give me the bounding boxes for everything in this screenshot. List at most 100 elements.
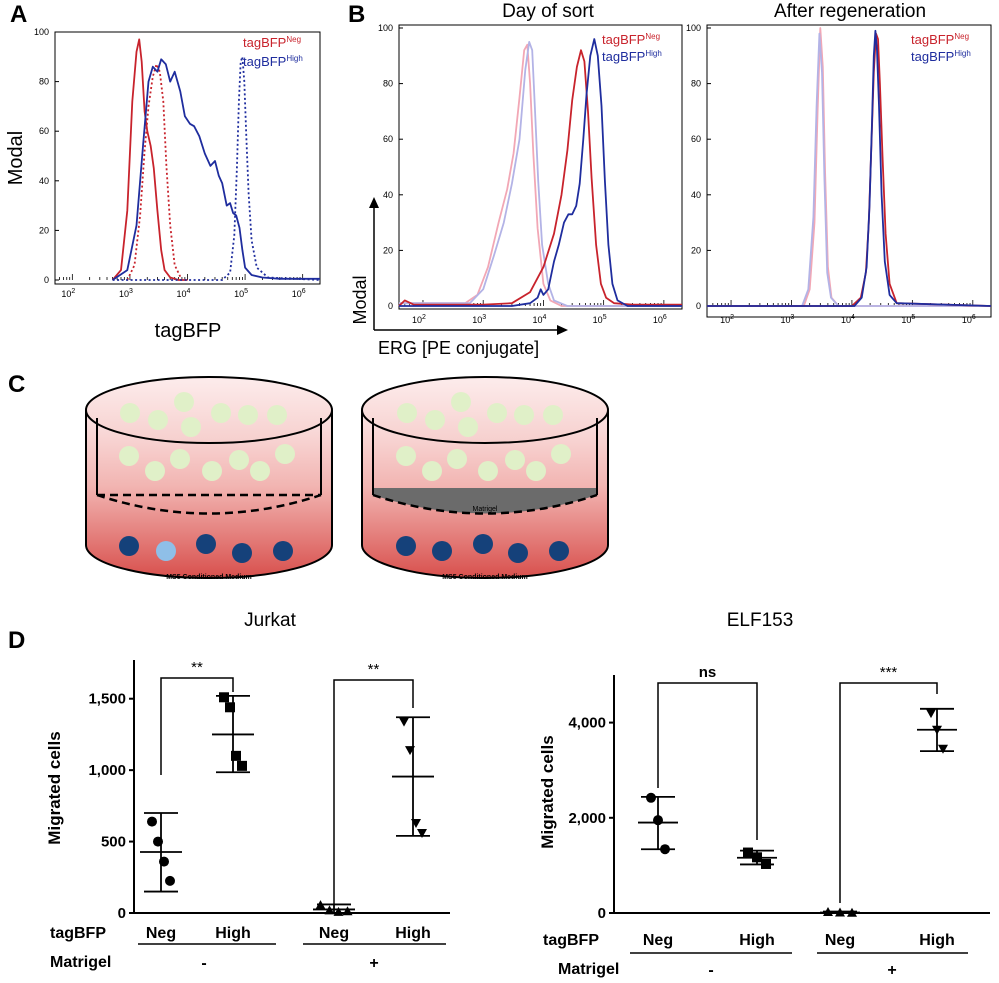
x-tick-exp: 4 bbox=[851, 314, 855, 321]
x-tick-exp: 2 bbox=[71, 288, 75, 295]
y-axis-label: Migrated cells bbox=[45, 731, 64, 844]
x-tick-label: 102 bbox=[412, 314, 426, 325]
legend-high-text: tagBFP bbox=[602, 49, 645, 64]
x-tick-exp: 2 bbox=[422, 314, 426, 321]
panel-label-b: B bbox=[348, 1, 365, 28]
significance-label: *** bbox=[880, 664, 898, 681]
plot-frame bbox=[398, 24, 683, 310]
transwell-diagram-right: Matrigel MS5 Conditioned Medium bbox=[361, 376, 609, 581]
data-point bbox=[752, 852, 762, 863]
upper-cell bbox=[397, 403, 417, 423]
well-outline bbox=[85, 410, 333, 579]
x-tick-exp: 2 bbox=[730, 314, 734, 321]
data-point bbox=[237, 760, 247, 771]
x-tick-label: 104 bbox=[532, 314, 546, 325]
series-line bbox=[399, 41, 682, 307]
legend-neg-sup: Neg bbox=[286, 35, 301, 44]
upper-cell bbox=[119, 446, 139, 466]
legend-high-sup: High bbox=[645, 49, 661, 58]
series-line bbox=[707, 32, 991, 307]
series-line bbox=[112, 58, 320, 281]
series-line bbox=[707, 29, 992, 307]
plot-frame bbox=[54, 31, 321, 285]
x-tick-exp: 6 bbox=[972, 314, 976, 321]
x-tick-base: 10 bbox=[901, 315, 911, 325]
data-point bbox=[823, 907, 833, 917]
data-point bbox=[743, 847, 753, 858]
x-tick-exp: 4 bbox=[187, 288, 191, 295]
category-label: High bbox=[215, 925, 251, 942]
legend-neg-text: tagBFP bbox=[911, 32, 954, 47]
x-tick-exp: 3 bbox=[791, 314, 795, 321]
migrated-cell bbox=[156, 541, 176, 561]
data-point bbox=[417, 829, 427, 838]
upper-cell bbox=[145, 461, 165, 481]
x-tick-exp: 3 bbox=[129, 288, 133, 295]
x-tick-base: 10 bbox=[234, 289, 244, 299]
y-axis-label: Modal bbox=[350, 275, 370, 324]
x-tick-label: 105 bbox=[234, 288, 248, 299]
migrated-cell bbox=[119, 536, 139, 556]
significance-label: ** bbox=[368, 661, 380, 678]
series-line bbox=[399, 38, 682, 307]
modal-arrow-head bbox=[369, 197, 379, 208]
x-tick-base: 10 bbox=[653, 315, 663, 325]
upper-cell bbox=[543, 405, 563, 425]
category-label: Neg bbox=[643, 932, 673, 949]
x-tick-label: 106 bbox=[292, 288, 306, 299]
chart-title: ELF153 bbox=[727, 610, 794, 631]
series-line bbox=[398, 49, 682, 307]
data-point bbox=[159, 856, 169, 867]
y-tick-label: 4,000 bbox=[568, 715, 606, 732]
migrated-cell bbox=[396, 536, 416, 556]
data-point bbox=[225, 702, 235, 713]
matrigel-label: Matrigel bbox=[473, 506, 498, 513]
y-tick-label: 80 bbox=[39, 77, 49, 87]
migrated-cell bbox=[432, 541, 452, 561]
data-point bbox=[315, 900, 326, 910]
legend-high: tagBFPHigh bbox=[911, 49, 971, 64]
upper-cell bbox=[238, 405, 258, 425]
upper-cell bbox=[396, 446, 416, 466]
x-tick-label: 103 bbox=[119, 288, 133, 299]
erg-arrow-head bbox=[557, 325, 568, 335]
y-tick-label: 0 bbox=[696, 301, 701, 311]
migrated-cell bbox=[196, 534, 216, 554]
data-point bbox=[399, 717, 409, 727]
upper-cell bbox=[505, 450, 525, 470]
data-point bbox=[938, 744, 948, 754]
x-axis-label: tagBFP bbox=[155, 320, 222, 342]
y-tick-label: 80 bbox=[383, 79, 393, 89]
upper-cell bbox=[514, 405, 534, 425]
migrated-cell bbox=[473, 534, 493, 554]
y-tick-label: 500 bbox=[101, 834, 126, 851]
legend-neg: tagBFPNeg bbox=[602, 32, 660, 47]
matrigel-minus: - bbox=[708, 962, 713, 979]
y-tick-label: 0 bbox=[118, 905, 126, 922]
migrated-cell bbox=[232, 543, 252, 563]
membrane-front bbox=[96, 493, 322, 515]
matrigel-plus: + bbox=[887, 962, 896, 979]
category-label: High bbox=[739, 932, 775, 949]
y-axis-label: Modal bbox=[5, 131, 27, 185]
row-label-matrigel: Matrigel bbox=[50, 954, 111, 971]
x-tick-exp: 5 bbox=[911, 314, 915, 321]
series-line bbox=[707, 27, 991, 307]
category-label: High bbox=[919, 932, 955, 949]
upper-cell bbox=[174, 392, 194, 412]
data-point bbox=[165, 875, 175, 886]
series-line bbox=[112, 55, 321, 281]
upper-cell bbox=[422, 461, 442, 481]
x-tick-label: 105 bbox=[593, 314, 607, 325]
y-tick-label: 40 bbox=[39, 176, 49, 186]
legend-high-text: tagBFP bbox=[911, 49, 954, 64]
upper-cell bbox=[451, 392, 471, 412]
y-tick-label: 60 bbox=[691, 134, 701, 144]
y-tick-label: 60 bbox=[383, 134, 393, 144]
row-label-tagbfp: tagBFP bbox=[543, 932, 599, 949]
well-top bbox=[361, 376, 609, 444]
x-tick-label: 106 bbox=[962, 314, 976, 325]
upper-cell bbox=[551, 444, 571, 464]
upper-cell bbox=[202, 461, 222, 481]
